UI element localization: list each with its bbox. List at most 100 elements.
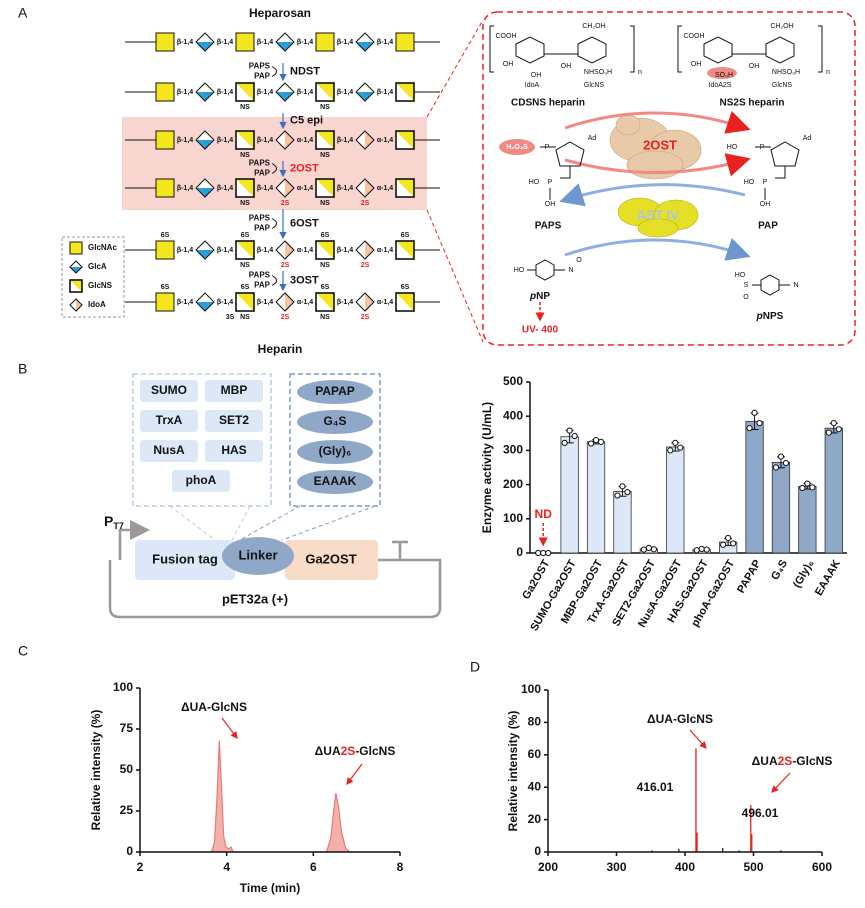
atom-label: n — [826, 69, 830, 76]
glca-unit-half — [70, 267, 82, 273]
glca-unit-outline — [195, 240, 215, 260]
ast-protein — [617, 197, 699, 238]
glcns-unit-outline — [395, 240, 415, 260]
atom-label: N — [568, 267, 573, 274]
fusion-tag-label: MBP — [221, 383, 248, 397]
y-tick-label: 400 — [503, 408, 523, 422]
cofactor-arc — [271, 218, 277, 229]
fusion-tag — [172, 470, 230, 492]
linkage: α-1,4 — [297, 137, 313, 144]
atom-label: HO — [727, 144, 738, 151]
glca-unit-half — [196, 140, 214, 149]
sugar-ring — [515, 36, 545, 64]
linkage: β-1,4 — [257, 137, 273, 144]
atom-label: CH₂OH — [582, 23, 605, 30]
legend-label: IdoA — [88, 300, 106, 309]
fusion-tag — [205, 440, 263, 462]
replicate-dot — [677, 444, 684, 451]
link-bg — [334, 298, 356, 306]
annotation-arrow — [346, 763, 363, 785]
sulfo-highlight — [707, 67, 737, 79]
linkage: β-1,4 — [377, 89, 393, 96]
fusion-tag — [205, 380, 263, 402]
atom-label: OH — [545, 201, 556, 208]
replicate-dot — [624, 489, 631, 496]
linkage: β-1,4 — [177, 39, 193, 46]
atom-label: HO — [735, 272, 746, 279]
annotation-arrow — [221, 717, 238, 739]
glca-unit-half — [356, 92, 374, 101]
x-tick-label: 6 — [310, 860, 317, 874]
atom-label: S — [744, 282, 749, 289]
reaction-arrow — [564, 237, 751, 261]
sulfo-label: 2S — [281, 262, 290, 269]
trace — [140, 740, 400, 853]
link-bg — [374, 246, 396, 254]
zoom-line — [426, 209, 484, 343]
glcns-unit-outline — [315, 82, 335, 102]
link-bg — [294, 88, 316, 96]
sulfo-label: 3S — [226, 314, 235, 321]
x-tick-label: EAAAK — [813, 558, 843, 598]
molecule-name: PAPS — [535, 221, 562, 232]
helper-label: AST IV — [637, 207, 679, 222]
atom-label: GlcNS — [584, 82, 605, 89]
glcns-unit-outline — [235, 178, 255, 198]
link-bg — [254, 298, 276, 306]
glcns-unit-half — [236, 179, 254, 197]
replicate-dot — [667, 447, 674, 454]
y-axis-label: Enzyme activity (U/mL) — [480, 402, 494, 533]
replicate-dot — [698, 545, 705, 552]
glcns-unit-half — [316, 241, 334, 259]
sulfo-label: 2S — [361, 314, 370, 321]
replicate-dot — [720, 541, 727, 548]
readout-label: UV- 400 — [522, 325, 559, 336]
link-bg — [334, 88, 356, 96]
atom-label: OH — [749, 63, 760, 70]
annotation: ΔUA-GlcNS — [647, 712, 713, 726]
linker-label: (Gly)₆ — [319, 444, 352, 458]
glcns-unit-half — [236, 241, 254, 259]
atom-label: O — [576, 257, 582, 264]
sulfo-label: NS — [320, 314, 330, 321]
linkage: α-1,4 — [377, 137, 393, 144]
glcns-unit-outline — [315, 292, 335, 312]
y-tick-label: 0 — [534, 844, 541, 858]
linkage: β-1,4 — [257, 89, 273, 96]
peak-label: 496.01 — [742, 806, 779, 820]
replicate-dot — [592, 437, 600, 444]
panel-label: A — [18, 5, 28, 21]
bar — [824, 427, 843, 554]
sulfo-label: NS — [240, 152, 250, 159]
atom-label: NHSO₃H — [584, 69, 612, 76]
atom-label: OH — [561, 63, 572, 70]
replicate-dot — [725, 534, 732, 542]
linkage: β-1,4 — [177, 247, 193, 254]
replicate-dot — [751, 409, 758, 416]
glcns-unit-half — [316, 293, 334, 311]
replicate-dot — [619, 483, 626, 490]
sulfo-label: 6S — [241, 232, 250, 239]
replicate-dot — [672, 439, 679, 446]
glca-unit-outline — [355, 32, 375, 52]
x-tick-label: 2 — [137, 860, 144, 874]
linkage: β-1,4 — [217, 299, 233, 306]
product: PAP — [254, 224, 271, 233]
glca-unit-outline — [275, 32, 295, 52]
x-tick-label: 600 — [812, 860, 832, 874]
mechanism-box — [482, 11, 856, 346]
y-tick-label: 80 — [528, 715, 542, 729]
link-bg — [374, 136, 396, 144]
replicate-dot — [587, 440, 595, 447]
donor: PAPS — [249, 214, 271, 223]
linkage: β-1,4 — [257, 185, 273, 192]
atom-label: NHSO₃H — [772, 69, 800, 76]
fusion-tag-label: SUMO — [151, 383, 187, 397]
cofactor-arc — [271, 275, 277, 286]
glcns-unit-half — [70, 280, 82, 292]
replicate-dot — [545, 549, 552, 557]
glca-unit-half — [196, 188, 214, 197]
annotation-arrow — [771, 772, 791, 793]
glcnac-unit — [235, 32, 255, 52]
annotation-part: ΔUA — [315, 744, 341, 758]
